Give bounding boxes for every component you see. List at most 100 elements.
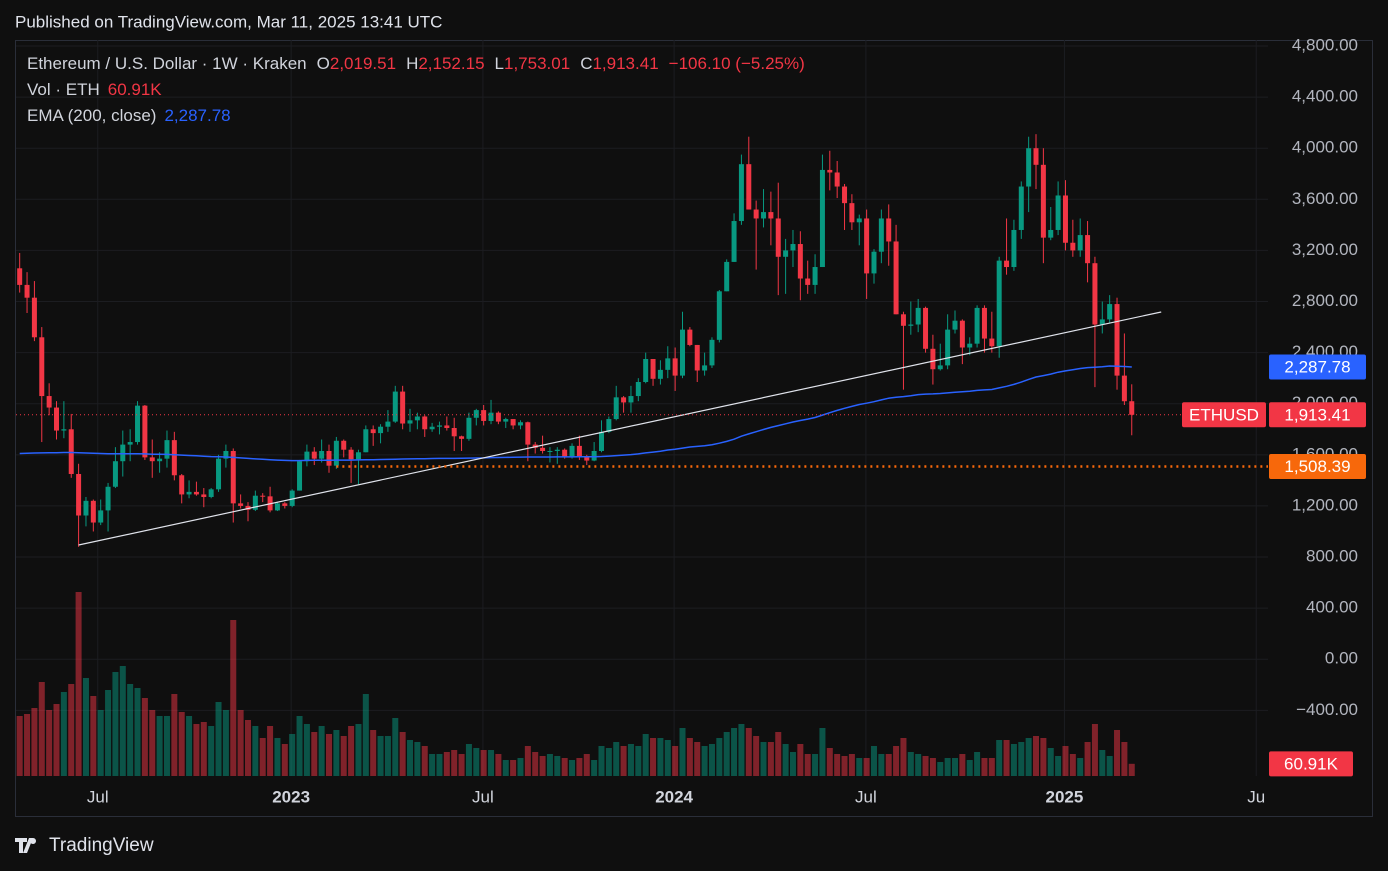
volume-bar: [848, 754, 855, 776]
volume-bar: [1033, 736, 1040, 776]
volume-bar: [561, 758, 568, 776]
x-tick-label: 2023: [272, 787, 310, 806]
volume-bar: [959, 754, 966, 776]
candle-body: [319, 450, 325, 459]
candle-body: [864, 218, 870, 274]
y-tick-label: 800.00: [1306, 547, 1358, 566]
candle-body: [908, 324, 914, 326]
candle-body: [547, 450, 553, 452]
volume-bar: [186, 716, 193, 776]
candle-body: [341, 440, 347, 450]
candle-body: [893, 241, 899, 315]
volume-bar: [267, 726, 274, 776]
volume-bar: [915, 754, 922, 776]
candle-body: [517, 422, 523, 426]
volume-bar: [436, 754, 443, 776]
candle-body: [186, 491, 192, 495]
volume-bar: [348, 726, 355, 776]
candle-body: [981, 307, 987, 339]
candle-body: [665, 358, 671, 370]
volume-bar: [922, 756, 929, 776]
y-tick-label: −400.00: [1296, 700, 1358, 719]
ohlc-value: 2,019.51: [330, 54, 396, 73]
volume-bar: [613, 742, 620, 776]
volume-bar: [554, 756, 561, 776]
volume-bar: [966, 760, 973, 776]
candle-body: [643, 359, 649, 383]
symbol-badge-bg: [1182, 402, 1266, 428]
volume-bar: [620, 746, 627, 776]
ohlc-key: H: [406, 54, 418, 73]
candle-body: [304, 451, 310, 462]
candle-body: [385, 421, 391, 427]
level-badge-bg: [1269, 454, 1366, 480]
volume-bar: [244, 720, 251, 776]
volume-bar: [451, 750, 458, 776]
candle-body: [635, 382, 641, 397]
volume-bar: [635, 746, 642, 776]
volume-bar: [127, 684, 134, 776]
volume-bar: [893, 746, 900, 776]
volume-bar: [119, 666, 126, 776]
candle-body: [1026, 148, 1032, 187]
volume-bar: [407, 740, 414, 776]
candle-body: [569, 445, 575, 458]
volume-bar: [473, 748, 480, 776]
volume-bar: [303, 724, 310, 776]
volume-bar: [1121, 742, 1128, 776]
volume-bar: [24, 714, 31, 776]
candle-body: [297, 461, 303, 491]
candle-body: [414, 416, 420, 421]
candle-body: [459, 436, 465, 439]
volume-bar: [981, 758, 988, 776]
volume-bar: [627, 744, 634, 776]
volume-bar: [517, 758, 524, 776]
volume-bar: [429, 754, 436, 776]
change: −106.10 (−5.25%): [669, 54, 805, 73]
volume-bar: [907, 752, 914, 776]
candle-body: [797, 244, 803, 279]
volume-bar: [75, 592, 82, 776]
volume-bar: [215, 702, 222, 776]
x-tick-label: Jul: [855, 787, 877, 806]
volume-bar: [524, 746, 531, 776]
candle-body: [584, 457, 590, 461]
y-tick-label: 2,800.00: [1292, 291, 1358, 310]
candle-body: [311, 451, 317, 459]
volume-bar: [171, 694, 178, 776]
candle-body: [252, 495, 258, 510]
candle-body: [775, 218, 781, 257]
volume-bar: [392, 718, 399, 776]
volume-bar: [782, 744, 789, 776]
candle-body: [937, 365, 943, 370]
candle-body: [363, 429, 369, 453]
volume-bar: [605, 748, 612, 776]
volume-badge: 60.91K: [1284, 754, 1339, 773]
volume-bar: [311, 732, 318, 776]
volume-bar: [333, 730, 340, 776]
volume-bar: [259, 738, 266, 776]
candle-body: [98, 510, 104, 523]
candle-body: [83, 500, 89, 516]
volume-bar: [856, 758, 863, 776]
volume-bar: [1077, 758, 1084, 776]
y-tick-label: 4,800.00: [1292, 35, 1358, 54]
candle-body: [650, 359, 656, 379]
volume-bar: [1091, 724, 1098, 776]
candle-body: [54, 407, 60, 431]
candle-body: [1040, 164, 1046, 238]
candle-body: [996, 260, 1002, 347]
candle-body: [238, 503, 244, 506]
volume-bar: [31, 708, 38, 776]
candle-body: [805, 278, 811, 285]
volume-bar: [510, 760, 517, 776]
volume-bar: [870, 746, 877, 776]
x-tick-label: 2025: [1046, 787, 1084, 806]
volume-bar: [105, 690, 112, 776]
volume-bar: [929, 758, 936, 776]
candle-body: [687, 329, 693, 345]
ema-name: EMA (200, close): [27, 106, 156, 125]
candle-body: [959, 320, 965, 348]
volume-bar: [82, 678, 89, 776]
volume-bar: [289, 734, 296, 776]
